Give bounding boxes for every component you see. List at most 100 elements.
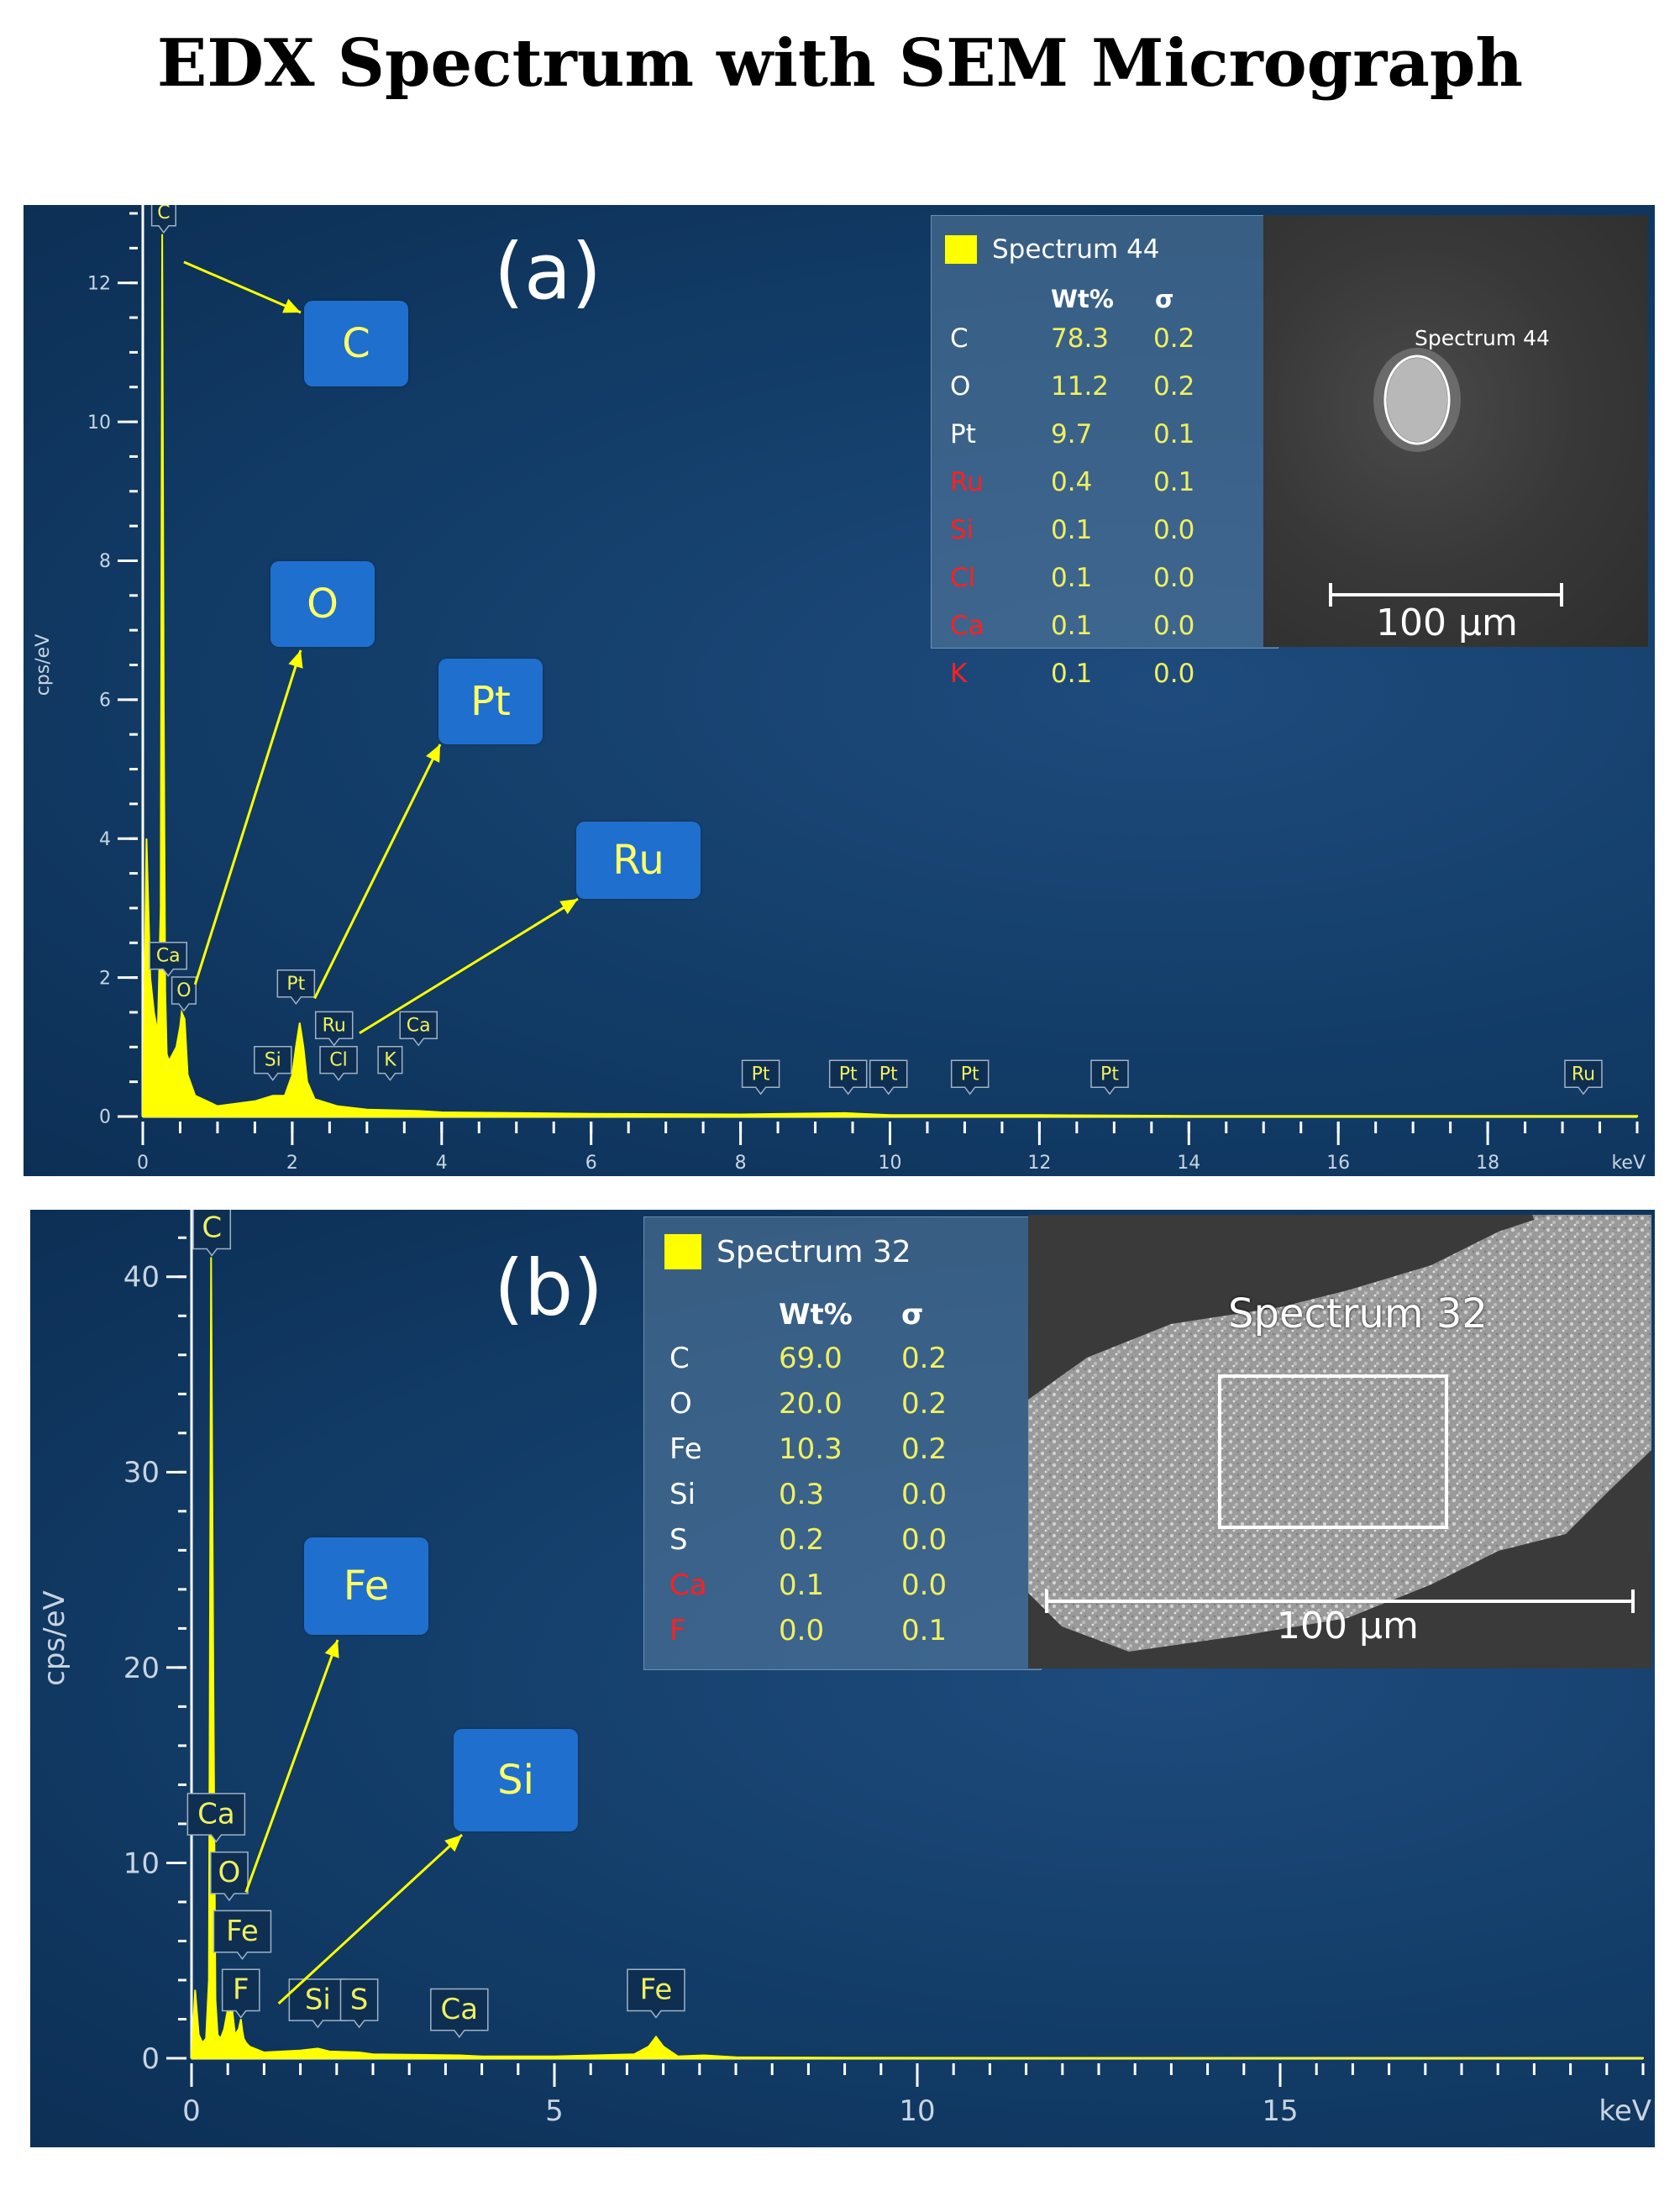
legend-element-pt-a: Pt — [950, 419, 976, 449]
x-tick-label-b: 0 — [182, 2094, 201, 2128]
legend-element-fe-b: Fe — [669, 1432, 702, 1466]
svg-text:Pt: Pt — [752, 1064, 770, 1085]
svg-text:Si: Si — [305, 1983, 331, 2016]
peak-label-o-a: O — [171, 976, 197, 1012]
callout-arrowhead-si-b — [444, 1835, 462, 1852]
callout-pt-a: Pt — [438, 659, 543, 744]
legend-sigma-cl-a: 0.0 — [1153, 563, 1195, 593]
spectrum-panel-a: 0 2 4 6 8 10 12 cps/eV 0 2 4 6 8 10 12 14 16 18 keV C Ca O Si P… — [24, 205, 1655, 1176]
legend-wt-si-a: 0.1 — [1051, 515, 1093, 545]
peak-label-ca-a: Ca — [149, 941, 187, 977]
callout-arrowhead-o-a — [288, 650, 303, 669]
peak-label-pt-a: Pt — [276, 969, 316, 1005]
callout-ru-a: Ru — [576, 822, 701, 899]
callout-arrow-c-a — [183, 260, 302, 314]
svg-text:Pt: Pt — [879, 1064, 898, 1085]
y-tick-label-b: 30 — [123, 1456, 160, 1490]
callout-arrowhead-fe-b — [324, 1640, 339, 1658]
legend-wt-k-a: 0.1 — [1051, 659, 1093, 689]
svg-text:Pt: Pt — [839, 1064, 858, 1085]
spectrum-area-a — [141, 234, 1638, 1117]
x-tick-label-a: 2 — [286, 1153, 298, 1174]
x-tick-label-a: 14 — [1177, 1153, 1200, 1174]
legend-wt-o-a: 11.2 — [1051, 371, 1110, 402]
sem-selection-ellipse-a — [1383, 355, 1451, 445]
svg-text:C: C — [157, 205, 170, 223]
sem-image-b — [1028, 1215, 1651, 1652]
legend-wt-f-b: 0.0 — [779, 1614, 825, 1647]
y-tick-label-b: 0 — [141, 2042, 160, 2076]
callout-arrowhead-ru-a — [559, 899, 578, 915]
y-tick-label-a: 2 — [99, 968, 111, 989]
svg-text:Pt: Pt — [1100, 1064, 1119, 1085]
legend-wt-ca-b: 0.1 — [779, 1568, 825, 1602]
sem-particle-region-top-b — [1532, 1215, 1651, 1341]
legend-element-c-b: C — [669, 1342, 690, 1375]
y-axis-label-b: cps/eV — [38, 1590, 71, 1686]
scale-label-b: 100 µm — [1277, 1605, 1419, 1647]
svg-text:Ca: Ca — [441, 1993, 479, 2026]
legend-wt-fe-b: 10.3 — [779, 1432, 843, 1466]
panel-label-b: (b) — [494, 1243, 604, 1333]
legend-sigma-o-a: 0.2 — [1153, 371, 1195, 402]
svg-text:S: S — [350, 1983, 369, 2016]
legend-wt-si-b: 0.3 — [779, 1478, 825, 1511]
col-header-sigma-b: σ — [901, 1298, 924, 1332]
sem-image-a — [1329, 348, 1563, 607]
legend-element-k-a: K — [950, 659, 968, 689]
callout-o-a: O — [270, 561, 375, 647]
col-header-sigma-a: σ — [1155, 285, 1174, 313]
legend-sigma-c-a: 0.2 — [1153, 323, 1195, 354]
peak-label-pt-a: Pt — [1090, 1059, 1129, 1096]
callout-arrowhead-pt-a — [426, 744, 440, 763]
legend-element-si-b: Si — [669, 1478, 696, 1511]
legend-sigma-f-b: 0.1 — [901, 1614, 948, 1647]
callout-arrow-pt-a — [313, 743, 442, 1000]
svg-text:Ru: Ru — [323, 1015, 346, 1036]
svg-text:O: O — [218, 1856, 241, 1889]
callout-arrow-ru-a — [359, 897, 579, 1035]
callout-arrow-si-b — [277, 1833, 464, 2004]
legend-spectrum-name-a: Spectrum 44 — [992, 234, 1160, 265]
legend-element-o-a: O — [950, 371, 971, 402]
legend-header-b: Spectrum 32 — [664, 1234, 911, 1269]
legend-element-s-b: S — [669, 1523, 688, 1557]
peak-label-ru-a: Ru — [1564, 1059, 1603, 1096]
legend-sigma-s-b: 0.0 — [901, 1523, 948, 1557]
sem-micrograph-b: Spectrum 32 100 µm — [1028, 1215, 1651, 1668]
svg-text:Si: Si — [265, 1050, 281, 1071]
y-axis-label-a: cps/eV — [33, 634, 54, 696]
peak-label-ru-a: Ru — [314, 1011, 354, 1047]
x-tick-label-a: 10 — [879, 1153, 902, 1174]
x-tick-label-a: 12 — [1027, 1153, 1051, 1174]
legend-spectrum-name-b: Spectrum 32 — [717, 1234, 911, 1269]
svg-text:O: O — [176, 980, 191, 1001]
page-title: EDX Spectrum with SEM Micrograph — [156, 25, 1524, 102]
legend-element-si-a: Si — [950, 515, 974, 545]
scale-label-a: 100 µm — [1376, 602, 1518, 644]
sem-spectrum-label-a: Spectrum 44 — [1415, 326, 1550, 350]
legend-sigma-fe-b: 0.2 — [901, 1432, 948, 1466]
svg-text:Ca: Ca — [156, 946, 181, 967]
peak-label-o-b: O — [210, 1851, 249, 1902]
legend-element-ru-a: Ru — [950, 467, 984, 497]
peak-label-c-a: C — [150, 205, 176, 234]
spectrum-panel-b: 0 10 20 30 40 cps/eV 0 5 10 15 keV C Ca O Fe F Si S Ca Fe (… — [30, 1210, 1655, 2147]
legend-table-a: Spectrum 44 Wt% σ C 78.3 0.2 O 11.2 0.2 Pt 9.7 0… — [931, 215, 1278, 689]
legend-sigma-si-b: 0.0 — [901, 1478, 948, 1511]
svg-text:Ca: Ca — [407, 1015, 431, 1036]
legend-sigma-ca-a: 0.0 — [1153, 611, 1195, 641]
sem-selection-rect-b — [1218, 1374, 1448, 1529]
svg-text:Ru: Ru — [1572, 1064, 1595, 1085]
peak-label-pt-a: Pt — [828, 1059, 868, 1096]
svg-text:C: C — [202, 1211, 222, 1245]
callout-si-b: Si — [454, 1729, 578, 1831]
peak-label-ca-b: Ca — [430, 1988, 489, 2038]
callout-arrowhead-c-a — [282, 298, 301, 313]
y-tick-label-a: 12 — [87, 273, 111, 294]
legend-wt-pt-a: 9.7 — [1051, 419, 1093, 449]
legend-wt-ru-a: 0.4 — [1051, 467, 1093, 497]
spectrum-chart-a: 0 2 4 6 8 10 12 cps/eV 0 2 4 6 8 10 12 14 16 18 keV C Ca O Si P… — [33, 205, 1646, 1174]
x-tick-label-b: 5 — [545, 2094, 564, 2128]
peak-label-si-a: Si — [254, 1046, 292, 1081]
